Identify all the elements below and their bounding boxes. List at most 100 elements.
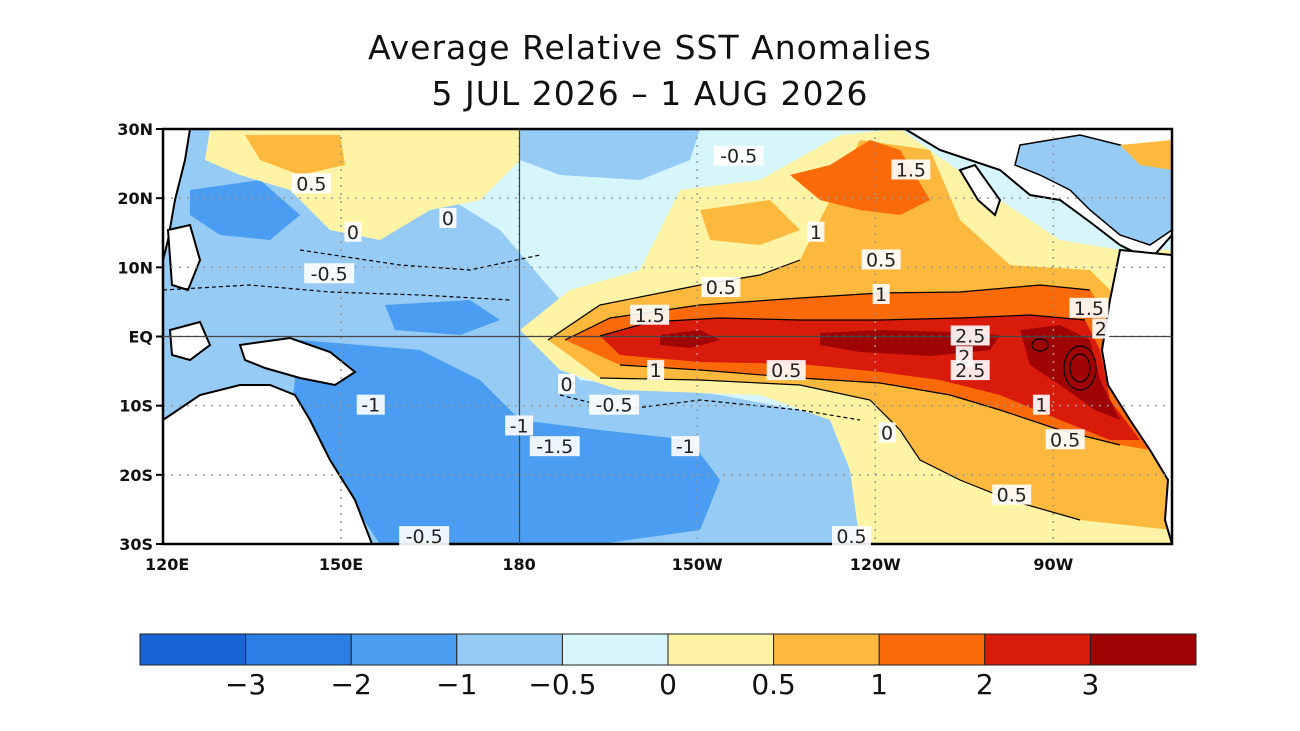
field-warm-core-3 — [660, 330, 720, 348]
contour-label-box — [356, 394, 385, 415]
contour-label: 0.5 — [1045, 429, 1085, 451]
contour-label-box — [344, 221, 362, 242]
contour-label-text: 1 — [650, 360, 662, 382]
contour-label-text: 2.5 — [955, 326, 985, 348]
lat-tick-label: 30N — [117, 120, 153, 139]
contour-core — [1031, 338, 1049, 352]
contour-core — [1069, 353, 1091, 383]
contour-label: 0.5 — [831, 526, 871, 548]
contour-label-box — [1069, 297, 1109, 318]
contour-label-text: 0.5 — [1050, 429, 1080, 451]
contour-label-text: 0 — [561, 374, 573, 396]
contour-label: 0.5 — [992, 484, 1032, 507]
contour-label: 0 — [878, 422, 896, 444]
contour-label-box — [831, 526, 871, 547]
contour-line-dashed — [163, 284, 511, 301]
contour-label-box — [589, 394, 640, 415]
contour-label-text: -0.5 — [720, 146, 757, 168]
contour-label: 0 — [439, 207, 457, 230]
contour-label-box — [304, 263, 355, 284]
lat-tick-label: 30S — [119, 535, 153, 554]
land-new-guinea — [238, 336, 357, 387]
lat-tick-label: 10S — [119, 397, 153, 416]
contour-label: 2.5 — [950, 360, 990, 382]
colorbar-swatch — [350, 633, 458, 666]
contour-label-text: 0.5 — [836, 526, 866, 548]
contour-label-box — [807, 221, 825, 242]
contour-label: -0.5 — [399, 526, 450, 548]
contour-label-text: -1.5 — [536, 436, 573, 458]
contour-label-text: 1.5 — [1074, 298, 1104, 320]
contour-label-text: 0 — [442, 208, 454, 230]
field-warm-north-red — [790, 140, 930, 215]
contour-label: 0 — [558, 373, 576, 396]
contour-label: 0.5 — [291, 173, 331, 195]
contour-label-box — [1045, 429, 1085, 450]
field-cool-north-central — [520, 129, 700, 180]
lon-tick-label: 90W — [1033, 555, 1073, 574]
lon-tick-label: 180 — [502, 555, 535, 574]
contour-label-box — [1032, 394, 1050, 415]
contour-label-text: 1.5 — [635, 305, 665, 327]
contour-label-box — [950, 325, 990, 346]
contour-label-text: -0.5 — [406, 526, 443, 548]
contour-label-box — [878, 422, 896, 443]
colorbar-label: 2 — [976, 668, 994, 701]
contour-label-box — [439, 207, 457, 228]
lat-tick-label: EQ — [128, 328, 153, 347]
contour-label-box — [992, 484, 1032, 505]
contour-label-text: -1 — [361, 395, 380, 417]
colorbar-swatch — [667, 633, 775, 666]
colorbar-swatch — [139, 633, 247, 666]
field-cool-nw-deep-2 — [385, 300, 500, 335]
contour-label: 2.5 — [950, 325, 990, 348]
contour-label-box — [1092, 318, 1110, 339]
caribbean-warm — [1120, 140, 1172, 170]
chart-title: Average Relative SST Anomalies — [368, 28, 932, 67]
contour-label: 0.5 — [861, 249, 901, 271]
colorbar-label: 3 — [1081, 668, 1099, 701]
colorbar-label: 0.5 — [751, 668, 796, 701]
contour-label-box — [713, 145, 764, 166]
contour-label: -1 — [505, 415, 534, 437]
contour-label-text: 1 — [1035, 395, 1047, 417]
contour-label: 2 — [1092, 318, 1110, 341]
contour-label-box — [872, 284, 890, 304]
contour-label-text: 1 — [810, 222, 822, 244]
colorbar-label: −1 — [436, 668, 477, 701]
colorbar-swatch — [1089, 633, 1197, 666]
field-cool-nw-deep — [190, 180, 300, 240]
contour-label-box — [891, 159, 931, 180]
contour-label-text: -1 — [676, 436, 695, 458]
contour-label-box — [950, 360, 990, 381]
colorbar-swatch — [773, 633, 880, 666]
contour-label-box — [529, 436, 580, 457]
colorbar-swatch — [984, 633, 1091, 666]
lat-axis-labels: 30N 20N 10N EQ 10S 20S 30S — [117, 120, 163, 554]
contour-line-dashed — [559, 394, 861, 421]
lon-tick-label: 120E — [145, 555, 189, 574]
contour-label: -1.5 — [529, 436, 580, 458]
lat-tick-label: 20S — [119, 466, 153, 485]
field-cool-west-deep — [290, 340, 720, 544]
contour-label-text: -0.5 — [596, 395, 633, 417]
contour-label-text: -0.5 — [311, 263, 348, 285]
contour-label-box — [766, 360, 806, 381]
contour-label-box — [671, 436, 700, 457]
contour-label: 1 — [647, 360, 665, 382]
contour-label-box — [291, 173, 331, 194]
colorbar-swatch — [456, 633, 563, 666]
contour-label-box — [701, 277, 741, 298]
field-warm-tongue-2 — [600, 315, 1140, 440]
lon-tick-label: 150E — [319, 555, 363, 574]
contour-label-text: 0.5 — [296, 173, 326, 195]
land-baja — [958, 163, 1002, 217]
contour-label: 0 — [344, 221, 362, 244]
chart-subtitle: 5 JUL 2026 – 1 AUG 2026 — [431, 74, 869, 113]
colorbar-swatch — [245, 633, 352, 666]
contour-label-box — [861, 249, 901, 270]
colorbar-label: 1 — [870, 668, 888, 701]
land-islands — [168, 320, 212, 362]
contour-labels: 0.500-0.5-0.51.510.50.5 11.5 1.522.522.51 0… — [291, 145, 1110, 548]
